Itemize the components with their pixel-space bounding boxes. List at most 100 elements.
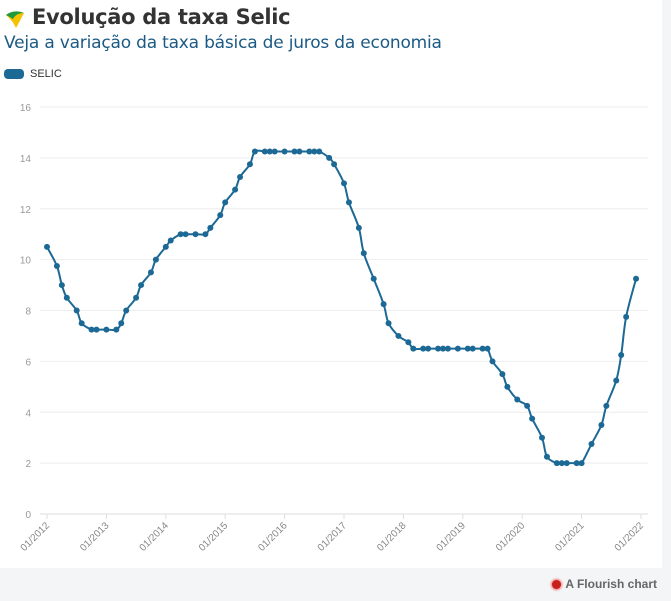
data-point — [504, 383, 511, 390]
data-point — [266, 148, 273, 155]
x-tick-label: 01/2019 — [435, 520, 469, 554]
data-point — [420, 345, 427, 352]
data-point — [326, 154, 333, 161]
y-tick-label: 10 — [20, 256, 32, 267]
data-point — [93, 326, 100, 333]
line-chart: 0 2 4 6 8 10 12 14 16 01/2012 01/2013 01/2014 01/201… — [19, 103, 648, 554]
data-point — [113, 326, 120, 333]
flourish-credit-link[interactable]: A Flourish chart — [552, 577, 657, 591]
data-point — [73, 307, 80, 314]
data-point — [529, 415, 536, 422]
data-point — [177, 231, 184, 238]
data-point — [469, 345, 476, 352]
x-tick-label: 01/2012 — [19, 520, 53, 554]
data-point — [162, 243, 169, 250]
data-point — [103, 326, 110, 333]
data-point — [484, 345, 491, 352]
data-point — [395, 332, 402, 339]
data-point — [63, 294, 70, 301]
data-point — [306, 148, 313, 155]
data-point — [558, 460, 565, 467]
y-tick-label: 16 — [20, 103, 32, 114]
data-point — [261, 148, 268, 155]
data-point — [246, 161, 253, 168]
chart-card: Evolução da taxa Selic Veja a variação d… — [0, 0, 662, 568]
data-point — [360, 250, 367, 257]
data-point — [311, 148, 318, 155]
data-point — [58, 282, 65, 289]
data-point — [454, 345, 461, 352]
chart-subtitle: Veja a variação da taxa básica de juros … — [4, 33, 442, 53]
data-point — [207, 224, 214, 231]
data-point — [123, 307, 130, 314]
data-point — [88, 326, 95, 333]
data-point — [489, 358, 496, 365]
data-point — [613, 377, 620, 384]
data-point — [479, 345, 486, 352]
x-tick-label: 01/2018 — [375, 520, 409, 554]
data-point — [202, 231, 209, 238]
data-point — [553, 460, 560, 467]
data-point — [222, 199, 229, 206]
flourish-credit-label: A Flourish chart — [565, 577, 657, 591]
legend-item-selic[interactable]: SELIC — [4, 68, 62, 80]
y-tick-label: 14 — [20, 154, 32, 165]
data-point — [524, 402, 531, 409]
data-point — [598, 421, 605, 428]
data-point — [281, 148, 288, 155]
data-point — [623, 313, 630, 320]
x-tick-label: 01/2014 — [138, 520, 172, 554]
data-point — [296, 148, 303, 155]
data-point — [425, 345, 432, 352]
y-tick-label: 12 — [20, 205, 32, 216]
data-point — [563, 460, 570, 467]
data-point — [232, 186, 239, 193]
data-point — [380, 301, 387, 308]
data-point — [355, 224, 362, 231]
y-tick-label: 2 — [25, 459, 31, 470]
data-point — [118, 320, 125, 327]
x-tick-label: 01/2022 — [613, 520, 647, 554]
data-point — [341, 180, 347, 187]
data-point — [271, 148, 278, 155]
data-point — [578, 460, 585, 467]
data-point — [182, 231, 189, 238]
data-point — [331, 161, 338, 168]
y-tick-label: 8 — [25, 307, 31, 318]
data-point — [78, 320, 85, 327]
data-point — [370, 275, 377, 282]
legend-swatch — [4, 69, 24, 79]
y-tick-label: 6 — [25, 357, 31, 368]
data-point — [618, 352, 625, 359]
data-point — [316, 148, 323, 155]
data-point — [405, 339, 412, 346]
flourish-logo-icon — [552, 579, 562, 589]
x-tick-label: 01/2016 — [256, 520, 290, 554]
chart-title: Evolução da taxa Selic — [32, 5, 291, 29]
data-point — [345, 199, 352, 206]
data-point — [410, 345, 417, 352]
x-tick-label: 01/2021 — [553, 520, 587, 554]
brazil-flag-icon — [6, 11, 24, 28]
data-point — [464, 345, 471, 352]
x-tick-label: 01/2020 — [494, 520, 528, 554]
data-point — [237, 173, 244, 180]
selic-line — [46, 149, 638, 466]
x-tick-label: 01/2013 — [78, 520, 112, 554]
data-point — [133, 294, 140, 301]
y-tick-label: 0 — [25, 510, 31, 521]
data-point — [291, 148, 298, 155]
x-tick-label: 01/2015 — [197, 520, 231, 554]
data-point — [53, 262, 60, 269]
data-point — [152, 256, 159, 263]
y-tick-label: 4 — [25, 408, 31, 419]
data-point — [385, 320, 392, 327]
data-point — [603, 402, 610, 409]
data-point — [192, 231, 199, 238]
data-point — [633, 275, 640, 282]
data-point — [588, 441, 595, 448]
data-point — [444, 345, 451, 352]
data-point — [44, 243, 50, 250]
data-point — [147, 269, 154, 276]
data-point — [514, 396, 521, 403]
